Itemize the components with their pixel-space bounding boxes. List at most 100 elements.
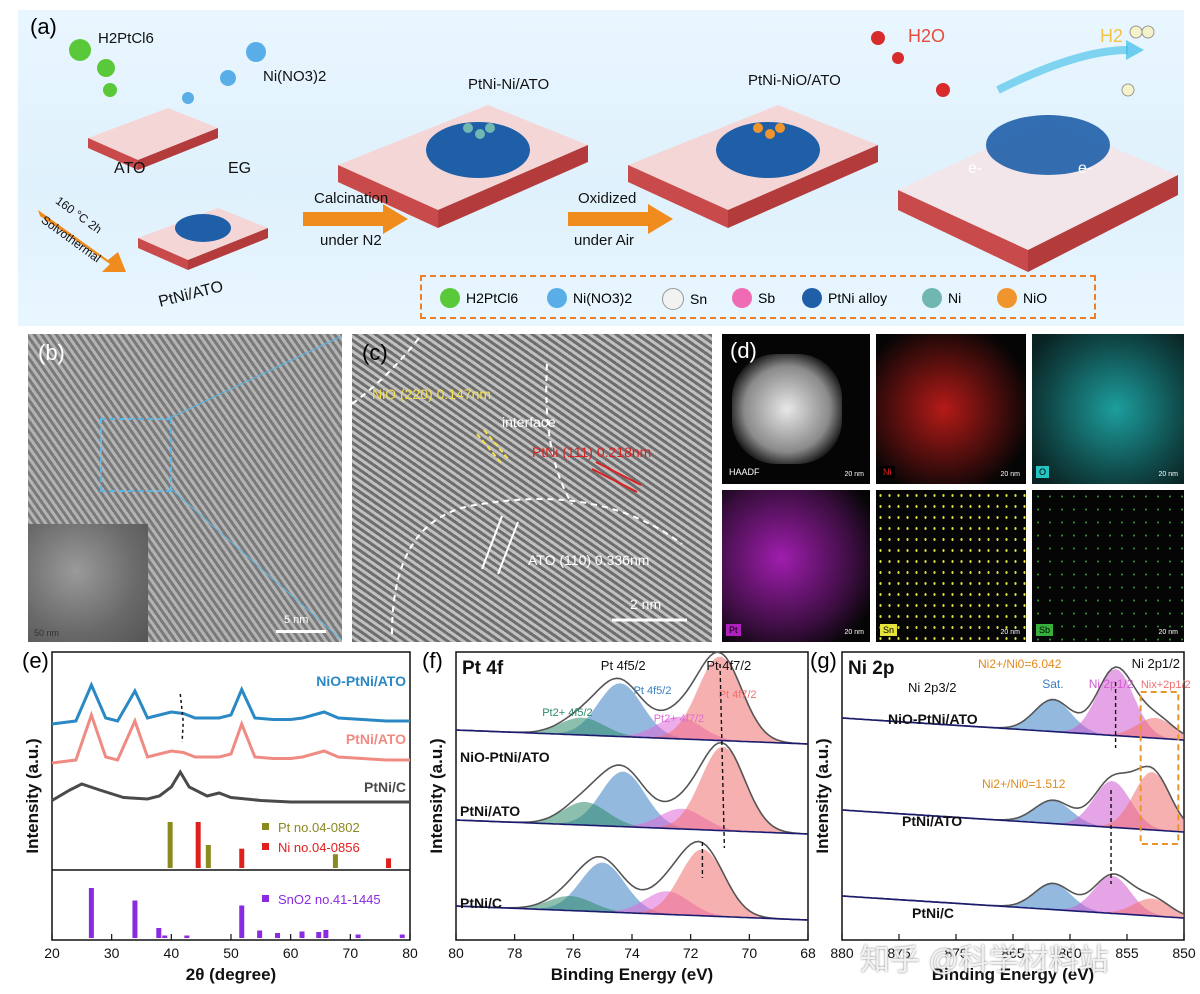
eds-scale-label: 20 nm [1158, 471, 1178, 478]
scale-label: 2 nm [630, 596, 662, 612]
reference-bar-2 [257, 930, 263, 938]
x-tick-label: 80 [448, 945, 464, 961]
baseline-2 [455, 905, 809, 921]
x-tick-label: 850 [1172, 945, 1196, 961]
reference-legend-label: Pt no.04-0802 [278, 820, 360, 835]
hrtem-annotations [352, 334, 687, 635]
eds-map-pt: Pt 20 nm [722, 490, 870, 642]
electron-label: e- [1078, 160, 1093, 177]
reference-bar-2 [239, 905, 245, 938]
x-tick-label: 880 [830, 945, 854, 961]
reference-legend-label: Ni no.04-0856 [278, 840, 360, 855]
reference-bar-2 [184, 935, 190, 938]
x-axis-label: Binding Energy (eV) [551, 965, 713, 984]
eds-map-sb: Sb 20 nm [1032, 490, 1184, 642]
fit-peak-0-1 [842, 668, 1184, 740]
schematic-legend: H2PtCl6 Ni(NO3)2 Sn Sb PtNi alloy Ni NiO [420, 275, 1096, 319]
eds-map-label: Sb [1036, 624, 1054, 636]
eds-map-label: HAADF [729, 467, 760, 477]
oxidation-atmosphere: under Air [574, 232, 635, 249]
x-tick-label: 865 [1001, 945, 1025, 961]
peak-label: Pt 4f7/2 [719, 689, 757, 701]
calcination-atmosphere: under N2 [320, 232, 382, 249]
panel-label-c: (c) [362, 340, 388, 365]
ni-signal [876, 334, 1026, 484]
reference-bar-2 [275, 933, 281, 938]
sample-label: PtNi/ATO [460, 803, 520, 819]
solvothermal-arrow [38, 210, 126, 272]
zoom-region-box [100, 418, 172, 492]
ptni-lattice-label: PtNi (111) 0.218nm [532, 444, 652, 460]
legend-text: Sb [758, 290, 776, 306]
shift-guide [719, 663, 726, 849]
oxidation-arrow [568, 204, 673, 234]
reference-bar-2 [88, 888, 94, 938]
eg-label: EG [228, 160, 252, 177]
x-tick-label: 72 [683, 945, 699, 961]
eds-scale-label: 20 nm [844, 629, 864, 636]
scale-bar [276, 630, 326, 633]
peak-label: Ni 2p3/2 [908, 680, 956, 695]
ni-salt-sphere [220, 70, 236, 86]
peak-label: Sat. [1042, 677, 1063, 691]
panel-label-g: (g) [810, 648, 837, 673]
sample-label: PtNi/C [912, 905, 954, 921]
highlight-box [1139, 691, 1180, 845]
legend-item-ni-salt: Ni(NO3)2 [547, 288, 632, 308]
ni-salt-sphere [246, 42, 266, 62]
reference-bar-2 [323, 930, 329, 938]
fit-peak-0-0 [456, 683, 808, 744]
ato-slab-reaction [898, 115, 1178, 272]
x-tick-label: 70 [343, 945, 359, 961]
x-tick-label: 20 [44, 945, 60, 961]
eds-scale-label: 20 nm [1000, 629, 1020, 636]
ato-lattice-label: ATO (110) 0.336nm [528, 552, 650, 568]
reference-legend-swatch [262, 843, 269, 850]
legend-text: Sn [690, 291, 708, 307]
ato-slab-small [88, 108, 218, 170]
reference-bar-2 [399, 934, 405, 938]
legend-text: NiO [1023, 290, 1048, 306]
legend-item-ni: Ni [922, 288, 961, 308]
chart-title: Pt 4f [462, 658, 504, 679]
legend-text: H2PtCl6 [466, 290, 519, 306]
baseline-0 [455, 729, 809, 745]
schematic-panel: (a) H2PtCl6 Ni(NO3)2 ATO EG 160 °C 2h So… [18, 10, 1184, 326]
sample-label: PtNi/C [460, 895, 502, 911]
legend-text: PtNi alloy [828, 290, 888, 306]
eds-map-label: Sn [880, 624, 898, 636]
x-tick-label: 50 [223, 945, 239, 961]
pt-salt-sphere [69, 39, 91, 61]
pt-signal [722, 490, 870, 642]
watermark: 知乎 @科学材料站 [860, 944, 1109, 977]
legend-text: Ni [948, 290, 962, 306]
sample-label: NiO-PtNi/ATO [460, 749, 550, 765]
eds-map-label: Ni [880, 466, 895, 478]
fit-peak-2-1 [842, 875, 1184, 918]
peak-label: Ni 2p1/2 [1089, 677, 1134, 691]
tem-inset-image: 50 nm [28, 524, 148, 642]
ratio-label: Ni2+/Ni0=1.512 [982, 777, 1066, 791]
reference-legend-label: SnO2 no.41-1445 [278, 892, 381, 907]
x-tick-label: 875 [887, 945, 911, 961]
interface-label: interface [502, 414, 556, 430]
peak-label: Pt 4f5/2 [634, 685, 672, 697]
reference-bar-2 [162, 935, 168, 938]
eds-map-label: O [1036, 466, 1050, 478]
stage-label-ptni-ni-ato: PtNi-Ni/ATO [468, 76, 550, 93]
sample-label: PtNi/ATO [902, 813, 962, 829]
x-tick-label: 80 [402, 945, 418, 961]
oxidation-label: Oxidized [578, 190, 637, 207]
legend-text: Ni(NO3)2 [573, 290, 633, 306]
x-tick-label: 70 [742, 945, 758, 961]
reference-bar-2 [132, 900, 138, 938]
legend-swatch [662, 288, 684, 310]
panel-label-d: (d) [730, 338, 757, 363]
reference-bar-0 [332, 854, 338, 868]
x-tick-label: 60 [283, 945, 299, 961]
eds-map-o: O 20 nm [1032, 334, 1184, 484]
panel-label-f: (f) [422, 648, 443, 673]
scale-label: 5 nm [284, 614, 309, 626]
